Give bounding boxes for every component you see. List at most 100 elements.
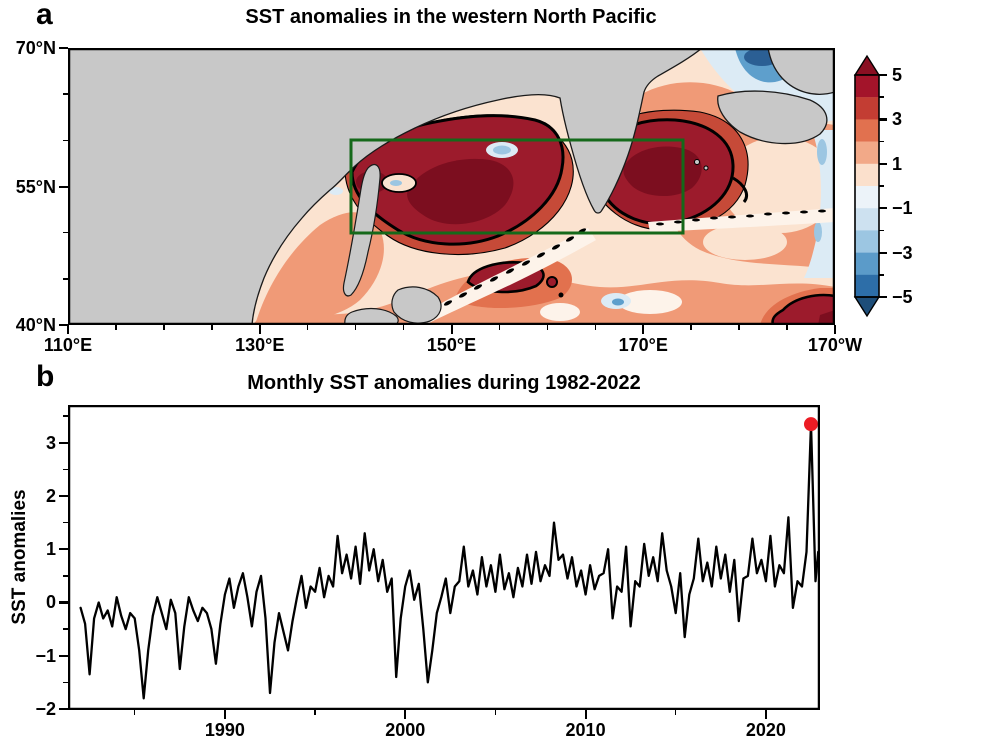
year-minor-tick	[494, 710, 497, 715]
year-major-tick	[764, 710, 768, 719]
east-edge-blue-sliver2	[814, 222, 822, 242]
colorbar-major-tick	[879, 207, 887, 210]
anomaly-tick-label: 2	[45, 486, 56, 507]
honshu-island	[344, 307, 399, 325]
lon-minor-tick	[163, 325, 165, 330]
anomaly-major-tick	[59, 707, 68, 711]
south-anomaly-dot2	[558, 292, 564, 298]
colorbar-major-tick	[879, 251, 887, 254]
east-edge-pale-blue	[804, 130, 835, 278]
year-tick-label: 2020	[745, 720, 786, 740]
east-edge-blue-sliver	[817, 139, 827, 165]
corner-anomaly-core	[818, 310, 835, 325]
colorbar-tick-label: 5	[892, 65, 903, 85]
lon-minor-tick	[306, 325, 309, 330]
commander-island2	[703, 165, 709, 171]
colorbar-minor-tick	[879, 140, 884, 143]
anomaly-tick-label: 1	[45, 539, 56, 560]
alaska-landmass	[767, 48, 835, 95]
study-region-box	[349, 138, 685, 235]
lat-major-tick	[59, 324, 68, 327]
anomaly-minor-tick	[63, 415, 68, 417]
south-blue-spot	[612, 298, 624, 306]
corner-warm-anomaly	[771, 293, 835, 325]
east-anomaly-contour-tail	[732, 176, 748, 203]
lat-major-tick	[59, 47, 68, 50]
hokkaido-island	[391, 286, 442, 324]
lon-minor-tick	[402, 325, 405, 330]
aleutian-islands-chain	[656, 209, 826, 226]
panel-a-title: SST anomalies in the western North Pacif…	[245, 6, 657, 28]
map-panel	[68, 48, 835, 325]
timeseries-plot	[68, 405, 820, 710]
colorbar-minor-tick	[879, 185, 884, 187]
peak-anomaly-marker	[803, 417, 818, 432]
lat-tick-label: 70°N	[15, 38, 56, 58]
lon-tick-label: 130°E	[235, 335, 285, 355]
anomaly-major-tick	[59, 654, 68, 657]
colorbar-major-tick	[879, 296, 887, 299]
colorbar-major-tick	[879, 162, 887, 165]
colorbar-tick-label: −1	[892, 198, 913, 219]
colorbar-major-tick	[879, 118, 887, 121]
lon-major-tick	[258, 325, 261, 334]
lon-major-tick	[834, 325, 837, 334]
lon-minor-tick	[786, 325, 788, 330]
anomaly-tick-label: −1	[35, 645, 56, 666]
colorbar-minor-tick	[879, 274, 884, 276]
year-major-tick	[404, 710, 407, 719]
pale-patch-south	[618, 290, 682, 314]
colorbar-gradient	[853, 54, 881, 318]
year-minor-tick	[133, 710, 136, 715]
lon-tick-label: 170°W	[807, 335, 863, 355]
lon-major-tick	[67, 325, 70, 334]
lon-tick-label: 170°E	[618, 335, 668, 355]
lat-minor-tick	[63, 139, 68, 142]
asia-landmass	[68, 48, 704, 325]
anomaly-minor-tick	[63, 628, 68, 630]
lon-minor-tick	[115, 325, 117, 330]
year-minor-tick	[674, 710, 677, 715]
warm-area-sea-of-japan	[255, 212, 384, 325]
year-minor-tick	[314, 710, 316, 715]
okhotsk-anomaly-core	[407, 158, 514, 225]
anomaly-major-tick	[59, 601, 68, 604]
anomaly-minor-tick	[63, 681, 68, 684]
lat-tick-label: 40°N	[15, 315, 56, 335]
anomaly-tick-label: 3	[45, 432, 56, 453]
panel-b-label: b	[36, 360, 55, 393]
anomaly-tick-label: 0	[45, 592, 56, 613]
sst-anomaly-line	[79, 423, 820, 700]
year-tick-label: 2010	[565, 720, 606, 740]
colorbar-major-tick	[879, 74, 887, 77]
anomaly-minor-tick	[63, 468, 68, 471]
panel-a-label: a	[36, 0, 53, 31]
anomaly-major-tick	[59, 441, 68, 444]
year-tick-label: 2000	[385, 720, 426, 740]
lon-major-tick	[450, 325, 453, 334]
lon-minor-tick	[594, 325, 597, 330]
colorbar-minor-tick	[879, 229, 884, 232]
lon-major-tick	[642, 325, 645, 334]
lon-tick-label: 150°E	[426, 335, 477, 355]
year-tick-label: 1990	[204, 720, 245, 740]
anomaly-minor-tick	[63, 521, 68, 524]
lon-minor-tick	[738, 325, 740, 330]
lon-tick-label: 110°E	[43, 335, 93, 355]
okhotsk-blue-eye	[390, 180, 402, 186]
sakhalin-island	[342, 164, 381, 297]
lon-minor-tick	[354, 325, 357, 330]
lat-tick-label: 55°N	[15, 176, 56, 197]
kuril-pale-strip	[404, 228, 596, 325]
anomaly-tick-label: −2	[35, 698, 56, 719]
box-blue-spot	[493, 145, 511, 155]
commander-island	[694, 159, 700, 165]
amur-blue-spot	[329, 187, 343, 195]
pale-patch-east2	[703, 224, 787, 260]
panel-b-title: Monthly SST anomalies during 1982-2022	[247, 372, 641, 394]
lon-minor-tick	[211, 325, 213, 330]
map-border	[68, 48, 835, 325]
year-major-tick	[584, 710, 587, 719]
colorbar-minor-tick	[879, 96, 884, 98]
